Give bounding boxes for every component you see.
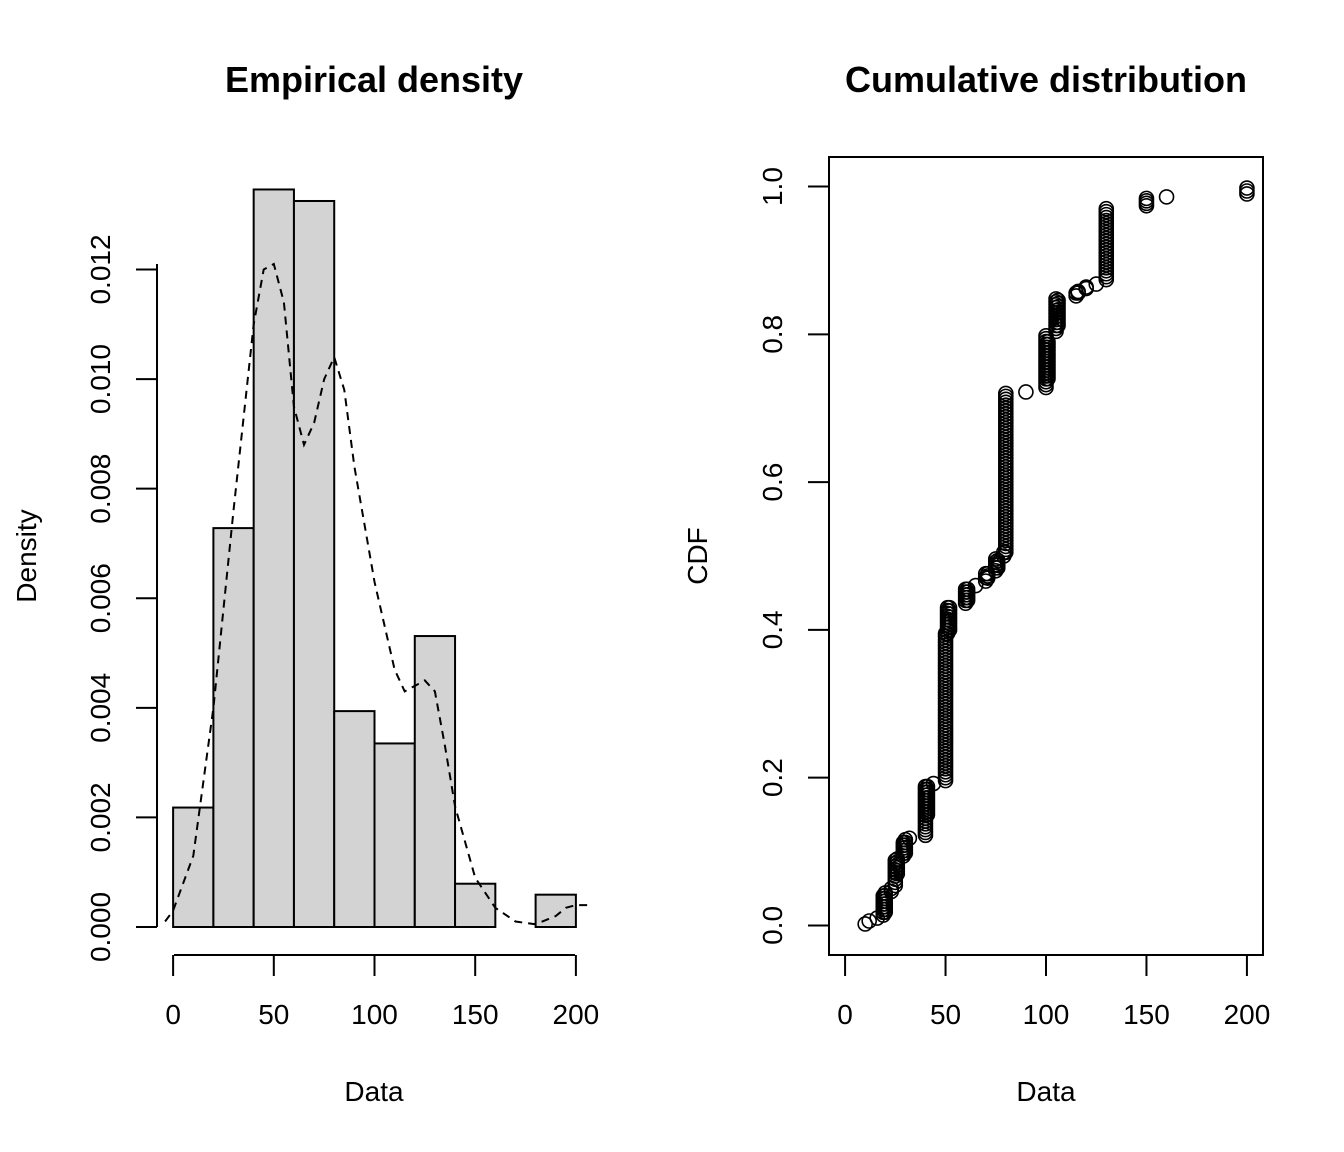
density-x-ticks: 0 50 100 150 200 <box>165 955 599 1030</box>
histogram-bar <box>534 893 577 928</box>
cdf-point <box>1098 200 1115 217</box>
cdf-point <box>1078 279 1094 295</box>
histogram-bar <box>172 806 215 928</box>
y-tick-label: 0.012 <box>85 234 116 304</box>
cdf-panel: Cumulative distribution Data CDF 0 50 100 1… <box>682 59 1270 1107</box>
cdf-x-ticks: 0 50 100 150 200 <box>837 955 1270 1030</box>
cdf-point <box>1239 180 1255 196</box>
y-tick-label: 0.4 <box>757 610 788 649</box>
x-tick-label: 0 <box>837 999 853 1030</box>
y-tick-label: 0.8 <box>757 315 788 354</box>
cdf-point <box>941 599 958 616</box>
cdf-plot-box <box>828 156 1264 956</box>
y-tick-label: 0.2 <box>757 758 788 797</box>
cdf-y-label: CDF <box>682 527 713 585</box>
histogram-bar <box>252 188 295 928</box>
y-tick-label: 1.0 <box>757 167 788 206</box>
y-tick-label: 0.6 <box>757 463 788 502</box>
x-tick-label: 150 <box>1123 999 1170 1030</box>
y-tick-label: 0.008 <box>85 454 116 524</box>
cdf-point <box>1138 190 1155 207</box>
cdf-point <box>861 913 877 929</box>
y-tick-label: 0.004 <box>85 673 116 743</box>
histogram-bar <box>454 882 497 928</box>
x-tick-label: 100 <box>1023 999 1070 1030</box>
x-tick-label: 50 <box>258 999 289 1030</box>
cdf-point <box>1239 183 1255 199</box>
cdf-point <box>1040 333 1056 350</box>
cdf-point <box>1088 276 1105 292</box>
cdf-points <box>857 180 1255 932</box>
histogram-bar <box>333 710 376 929</box>
x-tick-label: 0 <box>165 999 181 1030</box>
density-x-label: Data <box>344 1076 404 1107</box>
cdf-point <box>1050 292 1066 309</box>
y-tick-label: 0.006 <box>85 563 116 633</box>
density-bars <box>172 188 577 929</box>
cdf-y-ticks: 0.0 0.2 0.4 0.6 0.8 1.0 <box>757 167 829 945</box>
cdf-point <box>1018 384 1034 400</box>
density-panel: Empirical density Data Density 0 50 100 150… <box>11 59 599 1107</box>
cdf-point <box>998 385 1014 402</box>
density-y-ticks: 0.000 0.002 0.004 0.006 0.008 0.010 0.012 <box>85 234 157 962</box>
histogram-bar <box>413 635 457 928</box>
y-tick-label: 0.010 <box>85 344 116 414</box>
density-title: Empirical density <box>225 59 523 100</box>
histogram-bar <box>292 199 336 928</box>
histogram-bar <box>373 742 416 928</box>
cdf-point <box>967 577 984 594</box>
cdf-x-label: Data <box>1016 1076 1076 1107</box>
cdf-point <box>1070 283 1086 300</box>
x-tick-label: 200 <box>553 999 600 1030</box>
cdf-point <box>1158 189 1175 205</box>
y-tick-label: 0.0 <box>757 906 788 945</box>
cdf-point <box>959 581 976 598</box>
density-curve <box>164 262 590 926</box>
cdf-point <box>901 830 918 847</box>
x-tick-label: 200 <box>1224 999 1271 1030</box>
x-tick-label: 50 <box>930 999 961 1030</box>
x-tick-label: 100 <box>351 999 398 1030</box>
y-tick-label: 0.000 <box>85 892 116 962</box>
histogram-bar <box>212 527 255 928</box>
y-tick-label: 0.002 <box>85 782 116 852</box>
density-y-label: Density <box>11 509 42 602</box>
x-tick-label: 150 <box>452 999 499 1030</box>
cdf-title: Cumulative distribution <box>845 59 1247 100</box>
